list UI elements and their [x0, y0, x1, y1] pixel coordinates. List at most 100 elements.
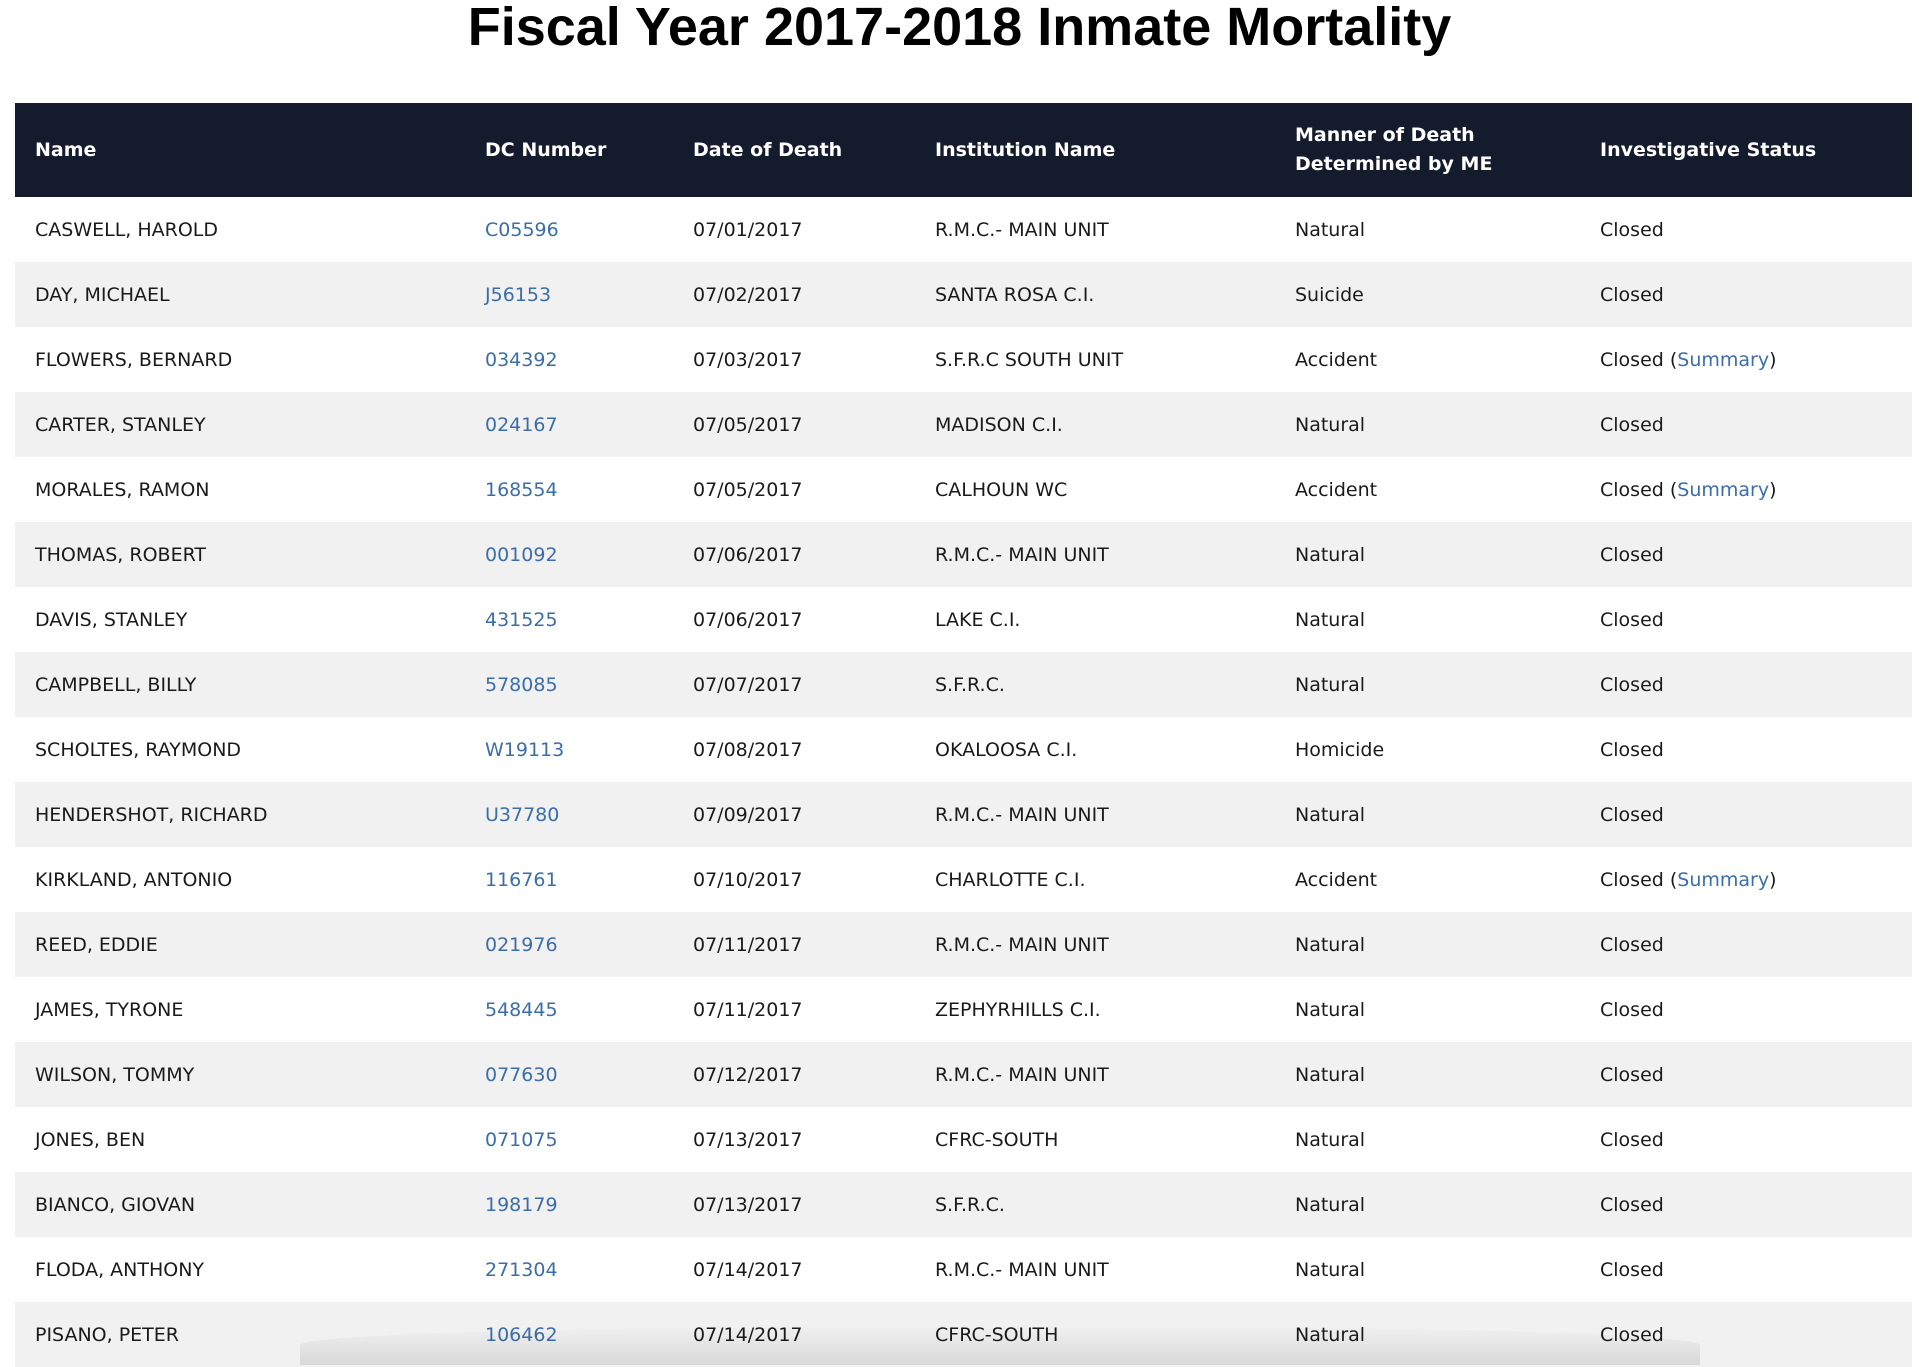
inmate-name-cell: BIANCO, GIOVAN — [15, 1172, 465, 1237]
institution-name: MADISON C.I. — [935, 413, 1063, 436]
manner-of-death-cell: Accident — [1275, 457, 1580, 522]
manner-of-death: Natural — [1295, 998, 1366, 1021]
manner-of-death: Natural — [1295, 803, 1366, 826]
dc-number-link[interactable]: 116761 — [485, 868, 558, 891]
dc-number-link[interactable]: 198179 — [485, 1193, 558, 1216]
inmate-name-cell: THOMAS, ROBERT — [15, 522, 465, 587]
investigative-status: Closed — [1600, 283, 1664, 306]
table-row: KIRKLAND, ANTONIO 116761 07/10/2017 CHARLOT… — [15, 847, 1912, 912]
inmate-name: PISANO, PETER — [35, 1323, 179, 1346]
date-of-death: 07/14/2017 — [693, 1323, 803, 1346]
manner-of-death-cell: Natural — [1275, 1042, 1580, 1107]
inmate-name: THOMAS, ROBERT — [35, 543, 206, 566]
investigative-status: Closed — [1600, 218, 1664, 241]
investigative-status-cell: Closed — [1580, 652, 1912, 717]
institution-name: SANTA ROSA C.I. — [935, 283, 1095, 306]
dc-number-link[interactable]: U37780 — [485, 803, 560, 826]
investigative-status: Closed — [1600, 1258, 1664, 1281]
summary-link[interactable]: Summary — [1677, 348, 1770, 371]
institution-name: CFRC-SOUTH — [935, 1323, 1059, 1346]
date-of-death: 07/03/2017 — [693, 348, 803, 371]
manner-of-death: Accident — [1295, 478, 1378, 501]
dc-number-link-cell: 431525 — [465, 587, 673, 652]
summary-link[interactable]: Summary — [1677, 868, 1770, 891]
institution-name: ZEPHYRHILLS C.I. — [935, 998, 1101, 1021]
manner-of-death-cell: Natural — [1275, 197, 1580, 262]
manner-of-death-cell: Homicide — [1275, 717, 1580, 782]
dc-number-link[interactable]: 021976 — [485, 933, 558, 956]
investigative-status: Closed — [1600, 413, 1664, 436]
dc-number-link[interactable]: 106462 — [485, 1323, 558, 1346]
dc-number-link-cell: 024167 — [465, 392, 673, 457]
institution-name: CFRC-SOUTH — [935, 1128, 1059, 1151]
summary-link[interactable]: Summary — [1677, 478, 1770, 501]
institution-name-cell: CALHOUN WC — [915, 457, 1275, 522]
table-row: FLOWERS, BERNARD 034392 07/03/2017 S.F.R.C … — [15, 327, 1912, 392]
manner-of-death-cell: Natural — [1275, 522, 1580, 587]
investigative-status: Closed — [1600, 998, 1664, 1021]
inmate-name-cell: CAMPBELL, BILLY — [15, 652, 465, 717]
investigative-status: Closed — [1600, 478, 1664, 501]
date-of-death-cell: 07/14/2017 — [673, 1302, 915, 1367]
dc-number-link[interactable]: C05596 — [485, 218, 559, 241]
table-row: MORALES, RAMON 168554 07/05/2017 CALHOUN WC… — [15, 457, 1912, 522]
inmate-name-cell: REED, EDDIE — [15, 912, 465, 977]
dc-number-link[interactable]: J56153 — [485, 283, 552, 306]
institution-name-cell: R.M.C.- MAIN UNIT — [915, 782, 1275, 847]
date-of-death-cell: 07/13/2017 — [673, 1172, 915, 1237]
dc-number-link[interactable]: 578085 — [485, 673, 558, 696]
header-investigative-status: Investigative Status — [1600, 138, 1817, 161]
manner-of-death: Natural — [1295, 413, 1366, 436]
dc-number-link[interactable]: 168554 — [485, 478, 558, 501]
header-manner-line1: Manner of Death — [1295, 124, 1475, 146]
institution-name-cell: S.F.R.C. — [915, 652, 1275, 717]
table-row: CAMPBELL, BILLY 578085 07/07/2017 S.F.R.C. N… — [15, 652, 1912, 717]
dc-number-link[interactable]: 548445 — [485, 998, 558, 1021]
table-row: CASWELL, HAROLD C05596 07/01/2017 R.M.C.- M… — [15, 197, 1912, 262]
dc-number-link[interactable]: 271304 — [485, 1258, 558, 1281]
manner-of-death: Natural — [1295, 1323, 1366, 1346]
manner-of-death: Natural — [1295, 1193, 1366, 1216]
page-title: Fiscal Year 2017-2018 Inmate Mortality — [467, 0, 1452, 57]
investigative-status-cell: Closed — [1580, 1107, 1912, 1172]
inmate-name-cell: DAY, MICHAEL — [15, 262, 465, 327]
dc-number-link[interactable]: 431525 — [485, 608, 558, 631]
investigative-status-cell: Closed — [1580, 522, 1912, 587]
header-dc-number: DC Number — [485, 138, 607, 161]
dc-number-link[interactable]: 071075 — [485, 1128, 558, 1151]
institution-name: S.F.R.C SOUTH UNIT — [935, 348, 1124, 371]
table-row: THOMAS, ROBERT 001092 07/06/2017 R.M.C.- MA… — [15, 522, 1912, 587]
manner-of-death-cell: Natural — [1275, 1302, 1580, 1367]
dc-number-link[interactable]: W19113 — [485, 738, 565, 761]
institution-name: R.M.C.- MAIN UNIT — [935, 1258, 1109, 1281]
inmate-name-cell: WILSON, TOMMY — [15, 1042, 465, 1107]
manner-of-death: Homicide — [1295, 738, 1385, 761]
table-row: FLODA, ANTHONY 271304 07/14/2017 R.M.C.- MA… — [15, 1237, 1912, 1302]
dc-number-link[interactable]: 077630 — [485, 1063, 558, 1086]
inmate-name: KIRKLAND, ANTONIO — [35, 868, 233, 891]
investigative-status-cell: Closed — [1580, 392, 1912, 457]
manner-of-death: Natural — [1295, 218, 1366, 241]
date-of-death: 07/11/2017 — [693, 933, 803, 956]
date-of-death: 07/08/2017 — [693, 738, 803, 761]
dc-number-link[interactable]: 001092 — [485, 543, 558, 566]
institution-name-cell: R.M.C.- MAIN UNIT — [915, 1042, 1275, 1107]
institution-name-cell: R.M.C.- MAIN UNIT — [915, 912, 1275, 977]
manner-of-death: Natural — [1295, 543, 1366, 566]
date-of-death-cell: 07/13/2017 — [673, 1107, 915, 1172]
dc-number-link[interactable]: 024167 — [485, 413, 558, 436]
investigative-status: Closed — [1600, 868, 1664, 891]
investigative-status-cell: Closed — [1580, 1302, 1912, 1367]
manner-of-death-cell: Natural — [1275, 1237, 1580, 1302]
inmate-name: DAVIS, STANLEY — [35, 608, 188, 631]
table-row: REED, EDDIE 021976 07/11/2017 R.M.C.- MAIN … — [15, 912, 1912, 977]
institution-name-cell: OKALOOSA C.I. — [915, 717, 1275, 782]
investigative-status-cell: Closed (Summary) — [1600, 348, 1777, 371]
header-date-of-death: Date of Death — [693, 138, 843, 161]
institution-name-cell: CFRC-SOUTH — [915, 1302, 1275, 1367]
date-of-death-cell: 07/01/2017 — [673, 197, 915, 262]
inmate-name: BIANCO, GIOVAN — [35, 1193, 196, 1216]
investigative-status-cell: Closed — [1580, 587, 1912, 652]
dc-number-link[interactable]: 034392 — [485, 348, 558, 371]
institution-name-cell: R.M.C.- MAIN UNIT — [915, 522, 1275, 587]
